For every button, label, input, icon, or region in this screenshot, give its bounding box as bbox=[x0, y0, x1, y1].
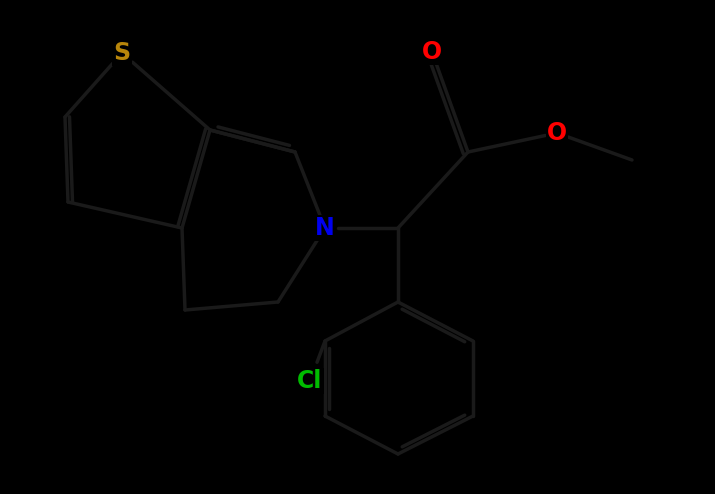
Text: S: S bbox=[114, 41, 131, 65]
Text: O: O bbox=[422, 40, 442, 64]
Text: N: N bbox=[315, 216, 335, 240]
Text: O: O bbox=[547, 121, 567, 145]
Text: Cl: Cl bbox=[297, 369, 322, 393]
